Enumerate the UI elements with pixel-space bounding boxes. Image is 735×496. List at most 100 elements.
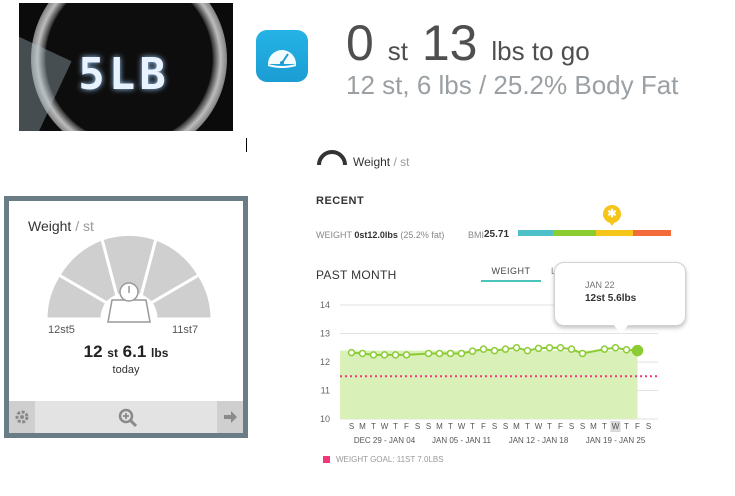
data-point [435, 349, 444, 358]
data-point [600, 345, 609, 353]
recent-fat: (25.2% fat) [400, 230, 445, 240]
bmi-scale-bar [518, 230, 671, 236]
widget-title: Weight / st [28, 218, 94, 234]
gauge-segments [44, 232, 214, 321]
weight-area [340, 350, 638, 419]
tab-weight[interactable]: WEIGHT [481, 266, 541, 282]
bmi-marker-icon: ✱ [603, 205, 621, 226]
x-day-label: S [492, 422, 497, 431]
data-point [347, 348, 356, 357]
zoom-icon[interactable] [117, 407, 139, 429]
x-day-label: W [458, 422, 466, 431]
x-day-label: T [470, 422, 475, 431]
gauge-arc-icon [317, 150, 347, 166]
x-day-label: T [547, 422, 552, 431]
tooltip-date: JAN 22 [585, 280, 615, 290]
x-day-label: S [646, 422, 651, 431]
weight-st: 12 [83, 342, 103, 361]
weight-lbs: 6.1 [122, 342, 147, 361]
x-week-label: DEC 29 - JAN 04 [354, 436, 416, 445]
data-point [512, 344, 521, 352]
goal-st-unit: st [387, 36, 408, 66]
goal-legend: WEIGHT GOAL: 11ST 7.0LBS [323, 455, 444, 464]
panel-title-unit: / st [393, 155, 410, 169]
scale-icon-glyph [268, 50, 296, 68]
bmi-segment-obese [632, 230, 671, 236]
weight-gauge [44, 232, 214, 323]
tooltip-value: 12st 5.6lbs [585, 293, 637, 304]
data-point [369, 351, 378, 359]
gauge-max-label: 11st7 [172, 324, 199, 336]
weight-lbs-unit: lbs [151, 346, 169, 360]
widget-title-unit: / st [75, 218, 94, 234]
tab-other[interactable]: L [551, 266, 556, 276]
x-week-label: JAN 19 - JAN 25 [586, 436, 646, 445]
x-day-label: W [535, 422, 543, 431]
goal-lbs-text: lbs to go [491, 36, 590, 66]
widget-subtitle: today [112, 364, 140, 376]
x-day-label: S [503, 422, 508, 431]
data-point [468, 347, 477, 355]
data-point [490, 346, 499, 355]
recent-value: 0st12.0lbs [354, 230, 398, 240]
x-day-label: F [558, 422, 563, 431]
panel-header: Weight / st [316, 150, 410, 171]
x-day-label: T [525, 422, 530, 431]
chart-tooltip: JAN 22 12st 5.6lbs [554, 262, 686, 334]
x-day-label: W [612, 422, 620, 431]
x-day-label: M [359, 422, 366, 431]
data-point [391, 351, 400, 359]
data-point [424, 349, 433, 358]
weight-st-unit: st [107, 346, 118, 360]
x-day-label: S [569, 422, 574, 431]
x-day-label: T [624, 422, 629, 431]
y-tick-label: 13 [320, 329, 330, 339]
goal-swatch [323, 456, 330, 463]
x-day-label: S [415, 422, 420, 431]
data-point [501, 345, 510, 353]
x-day-label: T [371, 422, 376, 431]
highlight-day [610, 421, 621, 432]
data-point [556, 344, 565, 352]
scale-ring [31, 3, 227, 131]
bmi-segment-normal [553, 230, 597, 236]
data-point [567, 345, 576, 353]
goal-remaining: 0 st 13 lbs to go [346, 14, 590, 72]
data-point [457, 349, 466, 358]
x-day-label: S [426, 422, 431, 431]
x-day-label: T [602, 422, 607, 431]
recent-weight-summary: WEIGHT 0st12.0lbs (25.2% fat) [316, 230, 444, 240]
goal-st-value: 0 [346, 15, 374, 71]
text-cursor [246, 138, 247, 152]
data-point [523, 346, 532, 355]
goal-lbs-value: 13 [421, 15, 478, 71]
x-week-label: JAN 12 - JAN 18 [509, 436, 569, 445]
x-day-label: S [349, 422, 354, 431]
x-day-label: F [481, 422, 486, 431]
gear-icon[interactable] [9, 401, 35, 433]
x-day-label: T [393, 422, 398, 431]
scale-icon[interactable] [256, 30, 308, 82]
y-tick-label: 12 [320, 357, 330, 367]
data-point [611, 344, 620, 352]
y-tick-label: 11 [321, 386, 330, 396]
goal-legend-text: WEIGHT GOAL: 11ST 7.0LBS [336, 455, 444, 464]
widget-title-text: Weight [28, 218, 72, 234]
weight-widget[interactable]: Weight / st 12st5 11st7 12 st 6.1 lbs to… [4, 196, 248, 438]
scale-glyph-icon [107, 282, 151, 323]
recent-heading: RECENT [316, 195, 365, 207]
x-day-label: F [635, 422, 640, 431]
panel-title: Weight / st [353, 155, 410, 169]
data-point [446, 349, 455, 358]
x-day-label: M [513, 422, 520, 431]
y-tick-label: 14 [320, 300, 330, 310]
data-point [578, 349, 587, 358]
x-week-label: JAN 05 - JAN 11 [432, 436, 492, 445]
arrow-right-icon[interactable] [217, 401, 243, 433]
bmi-segment-overweight [596, 230, 633, 236]
gauge-min-label: 12st5 [48, 324, 75, 336]
x-day-label: W [381, 422, 389, 431]
x-day-label: T [448, 422, 453, 431]
x-day-label: S [580, 422, 585, 431]
